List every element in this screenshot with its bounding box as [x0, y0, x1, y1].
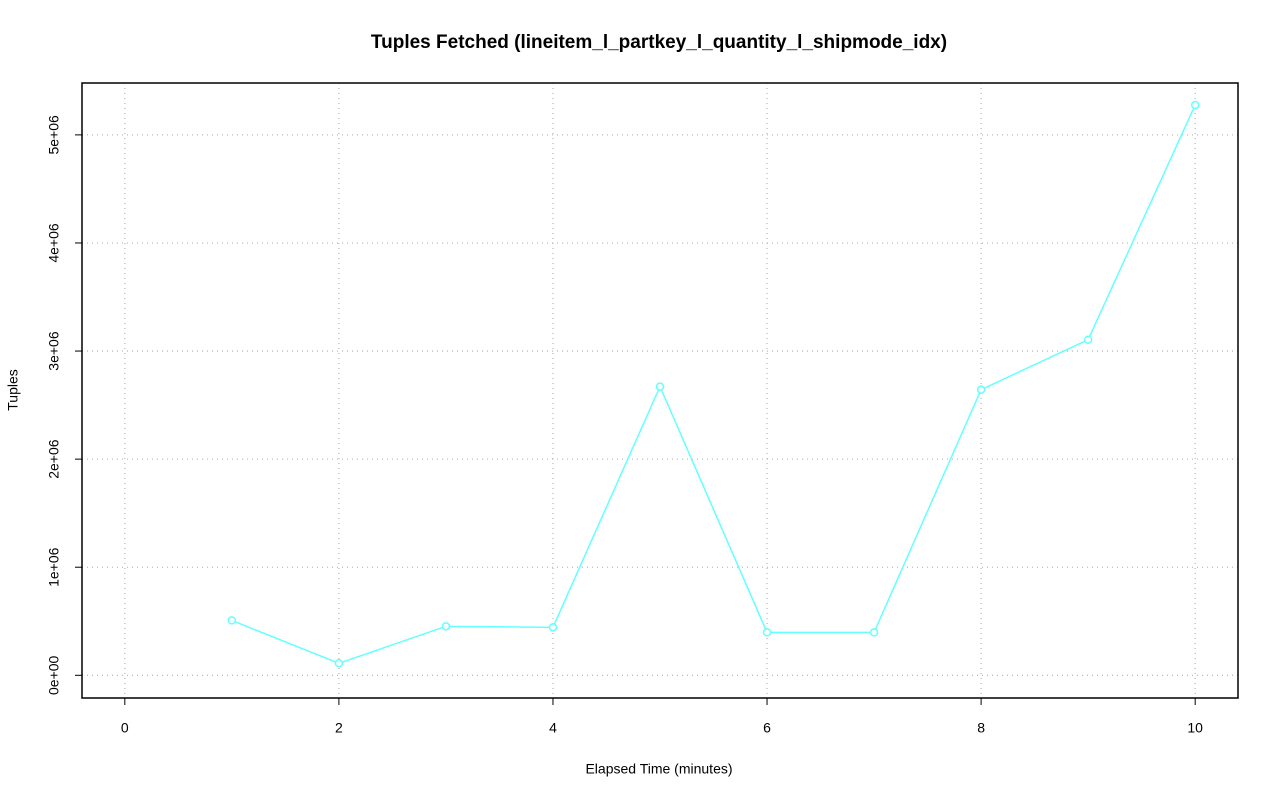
y-tick-label: 2e+06: [46, 439, 62, 479]
series-line: [231, 104, 1196, 665]
y-tick-label: 0e+00: [46, 655, 62, 695]
x-tick-label: 4: [549, 720, 557, 736]
data-point: [655, 382, 665, 391]
data-point: [441, 622, 451, 631]
data-point: [762, 628, 772, 637]
data-point: [548, 623, 558, 632]
x-tick-label: 0: [121, 720, 129, 736]
y-tick-label: 5e+06: [46, 115, 62, 155]
x-tick-label: 10: [1187, 720, 1203, 736]
y-axis-label: Tuples: [5, 369, 21, 411]
data-point: [334, 659, 344, 668]
y-tick-label: 4e+06: [46, 223, 62, 263]
x-axis-label: Elapsed Time (minutes): [585, 761, 732, 777]
y-tick-label: 3e+06: [46, 331, 62, 371]
plot-frame: [81, 82, 1239, 699]
data-point: [976, 385, 986, 394]
x-tick-label: 6: [763, 720, 771, 736]
data-point: [227, 616, 237, 625]
x-tick-label: 8: [977, 720, 985, 736]
data-point: [1190, 100, 1200, 110]
x-tick-label: 2: [335, 720, 343, 736]
data-point: [1083, 335, 1093, 344]
chart-title: Tuples Fetched (lineitem_l_partkey_l_qua…: [371, 32, 947, 53]
data-point: [869, 628, 879, 637]
y-tick-label: 1e+06: [46, 547, 62, 587]
